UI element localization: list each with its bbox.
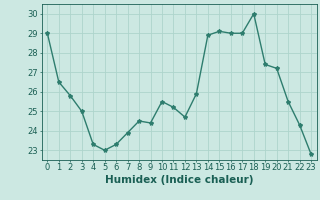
X-axis label: Humidex (Indice chaleur): Humidex (Indice chaleur) [105, 175, 253, 185]
